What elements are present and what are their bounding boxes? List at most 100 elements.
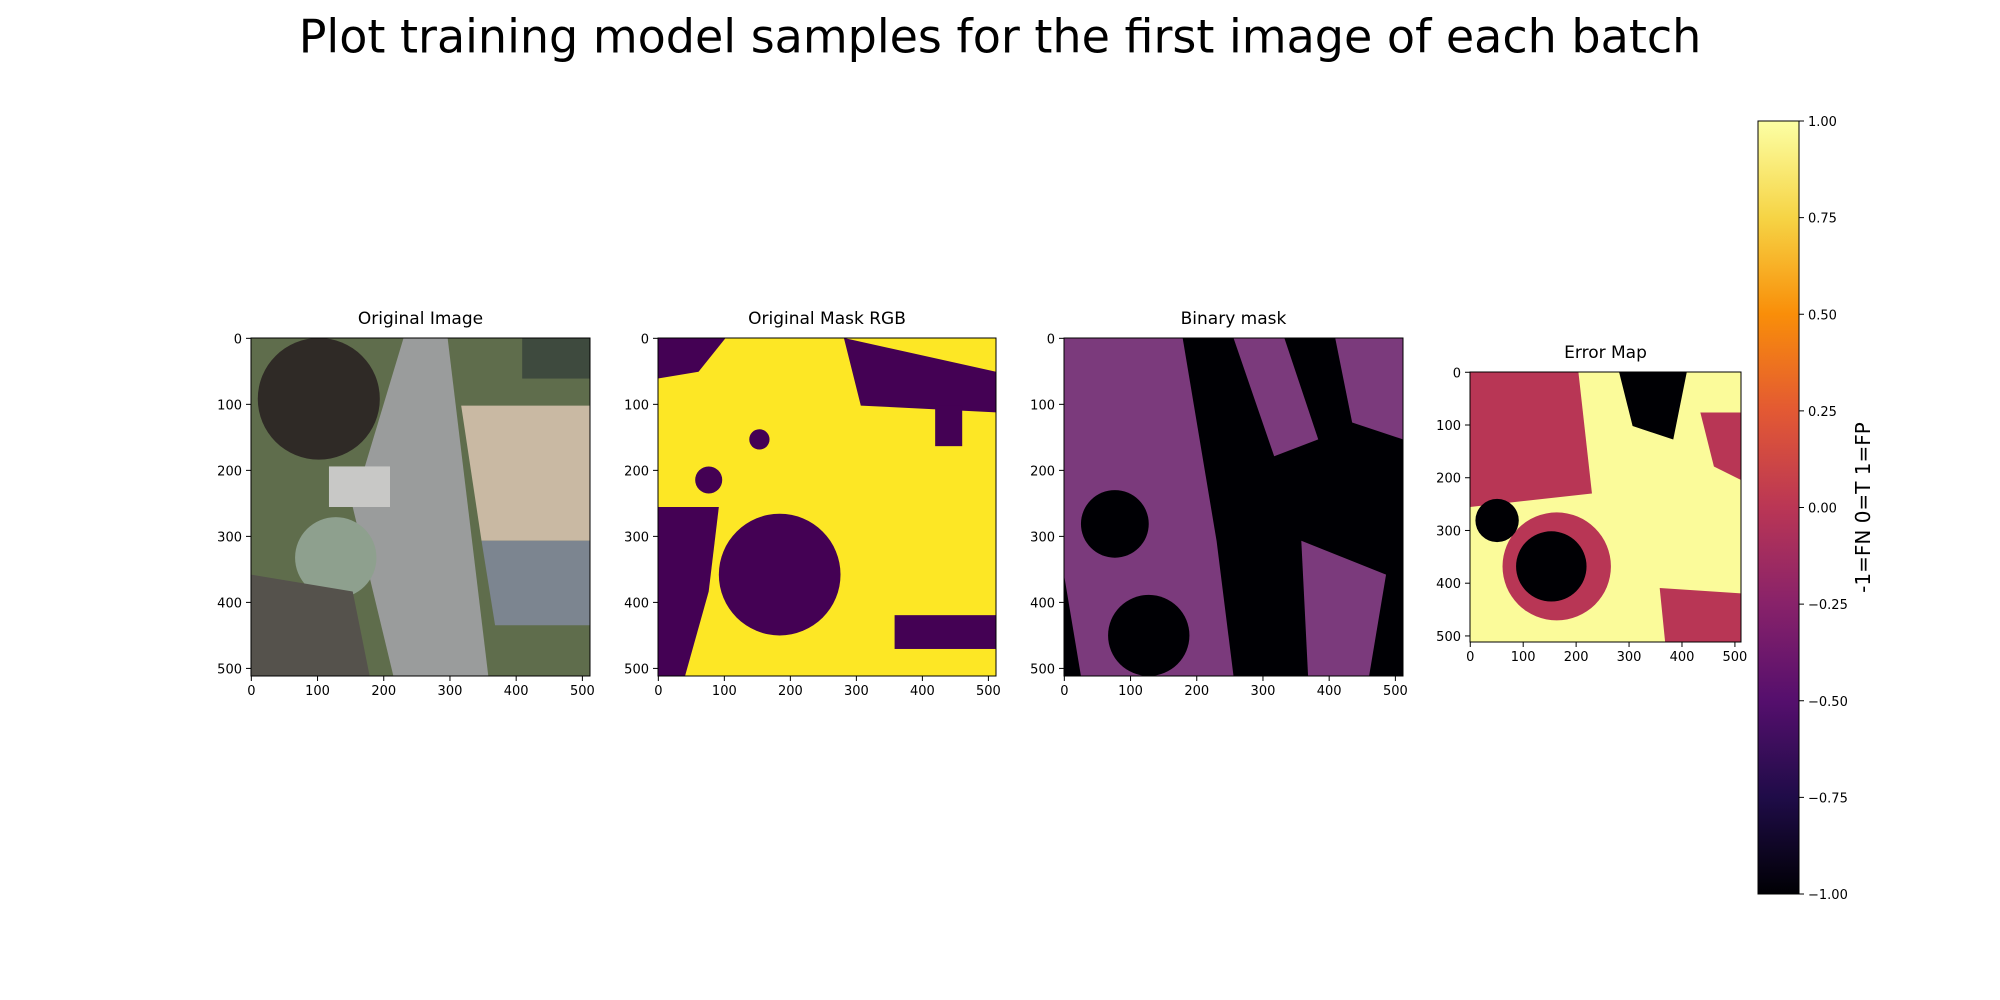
- y-tick-label: 100: [1030, 398, 1055, 413]
- x-tick-label: 100: [1118, 684, 1143, 699]
- x-tick-label: 300: [1617, 650, 1642, 665]
- colorbar-tick-label: −0.25: [1808, 598, 1848, 613]
- image-region: [328, 466, 390, 507]
- image-region: [894, 615, 996, 649]
- image-region: [1108, 594, 1190, 676]
- x-tick-label: 100: [712, 684, 737, 699]
- y-tick-label: 500: [1436, 630, 1461, 645]
- colorbar-tick-label: −0.75: [1808, 791, 1848, 806]
- x-tick-label: 500: [570, 684, 595, 699]
- x-tick-label: 400: [910, 684, 935, 699]
- y-tick-label: 400: [624, 596, 649, 611]
- image-region: [1619, 372, 1687, 440]
- axes-title: Error Map: [1564, 343, 1647, 363]
- y-tick-label: 300: [1436, 524, 1461, 539]
- y-tick-label: 500: [217, 662, 242, 677]
- y-tick-label: 100: [217, 398, 242, 413]
- image-region: [843, 338, 996, 413]
- axes-title: Binary mask: [1181, 309, 1287, 329]
- y-tick-label: 300: [624, 530, 649, 545]
- x-tick-label: 300: [438, 684, 463, 699]
- y-tick-label: 200: [217, 464, 242, 479]
- image-region: [481, 540, 590, 626]
- image: [1470, 372, 1741, 642]
- x-tick-label: 400: [1317, 684, 1342, 699]
- x-tick-label: 100: [1511, 650, 1536, 665]
- figure-title: Plot training model samples for the firs…: [299, 10, 1702, 64]
- x-tick-label: 200: [1184, 684, 1209, 699]
- colorbar-tick-label: −0.50: [1808, 695, 1848, 710]
- x-tick-label: 400: [1670, 650, 1695, 665]
- axes-title: Original Image: [358, 309, 483, 329]
- x-tick-label: 500: [1722, 650, 1747, 665]
- x-tick-label: 500: [1383, 684, 1408, 699]
- image-region: [522, 338, 590, 379]
- image-region: [718, 513, 841, 636]
- image-region: [695, 466, 723, 494]
- x-tick-label: 0: [1060, 684, 1068, 699]
- image-region: [658, 507, 719, 676]
- y-tick-label: 400: [1030, 596, 1055, 611]
- x-tick-label: 0: [1466, 650, 1474, 665]
- x-tick-label: 500: [976, 684, 1001, 699]
- y-tick-label: 100: [1436, 419, 1461, 434]
- axes-frame: [1469, 371, 1742, 643]
- image-region: [461, 405, 590, 541]
- y-tick-label: 0: [234, 332, 242, 347]
- x-tick-label: 100: [305, 684, 330, 699]
- y-tick-label: 300: [1030, 530, 1055, 545]
- image-region: [1516, 531, 1587, 602]
- x-tick-label: 200: [778, 684, 803, 699]
- y-tick-label: 200: [1436, 472, 1461, 487]
- image: [1064, 338, 1403, 676]
- image: [251, 338, 590, 676]
- y-tick-label: 500: [1030, 662, 1055, 677]
- y-tick-label: 200: [1030, 464, 1055, 479]
- colorbar: [1757, 120, 1800, 895]
- image-region: [257, 338, 380, 460]
- image-region: [295, 517, 377, 599]
- image-region: [1659, 588, 1741, 642]
- image-region: [658, 338, 726, 379]
- image-region: [1080, 490, 1149, 558]
- image-region: [1700, 412, 1741, 480]
- colorbar-tick-label: 0.50: [1808, 308, 1837, 323]
- y-tick-label: 100: [624, 398, 649, 413]
- x-tick-label: 300: [844, 684, 869, 699]
- colorbar-tick-label: 0.25: [1808, 405, 1837, 420]
- image-region: [1301, 540, 1387, 676]
- colorbar-tick-label: 0.75: [1808, 212, 1837, 227]
- colorbar-tick-label: 1.00: [1808, 115, 1837, 130]
- image-region: [1064, 338, 1234, 676]
- axes-frame: [250, 337, 591, 677]
- y-tick-label: 300: [217, 530, 242, 545]
- x-tick-label: 300: [1251, 684, 1276, 699]
- colorbar-label: -1=FN 0=T 1=FP: [1851, 422, 1875, 593]
- x-tick-label: 0: [654, 684, 662, 699]
- axes-frame: [657, 337, 997, 677]
- x-tick-label: 400: [504, 684, 529, 699]
- y-tick-label: 500: [624, 662, 649, 677]
- image-region: [1470, 372, 1592, 507]
- image: [658, 338, 996, 676]
- x-tick-label: 0: [247, 684, 255, 699]
- image-region: [935, 405, 963, 447]
- image-region: [352, 338, 489, 676]
- image-region: [1335, 338, 1403, 440]
- image-region: [251, 574, 370, 676]
- y-tick-label: 0: [1047, 332, 1055, 347]
- image-region: [749, 429, 770, 450]
- y-tick-label: 400: [1436, 577, 1461, 592]
- axes-title: Original Mask RGB: [748, 309, 906, 329]
- image-region: [1233, 338, 1319, 457]
- colorbar-tick-label: −1.00: [1808, 888, 1848, 903]
- colorbar-tick-label: 0.00: [1808, 502, 1837, 517]
- y-tick-label: 0: [641, 332, 649, 347]
- y-tick-label: 400: [217, 596, 242, 611]
- y-tick-label: 0: [1453, 366, 1461, 381]
- image-region: [1475, 498, 1519, 543]
- x-tick-label: 200: [371, 684, 396, 699]
- y-tick-label: 200: [624, 464, 649, 479]
- x-tick-label: 200: [1564, 650, 1589, 665]
